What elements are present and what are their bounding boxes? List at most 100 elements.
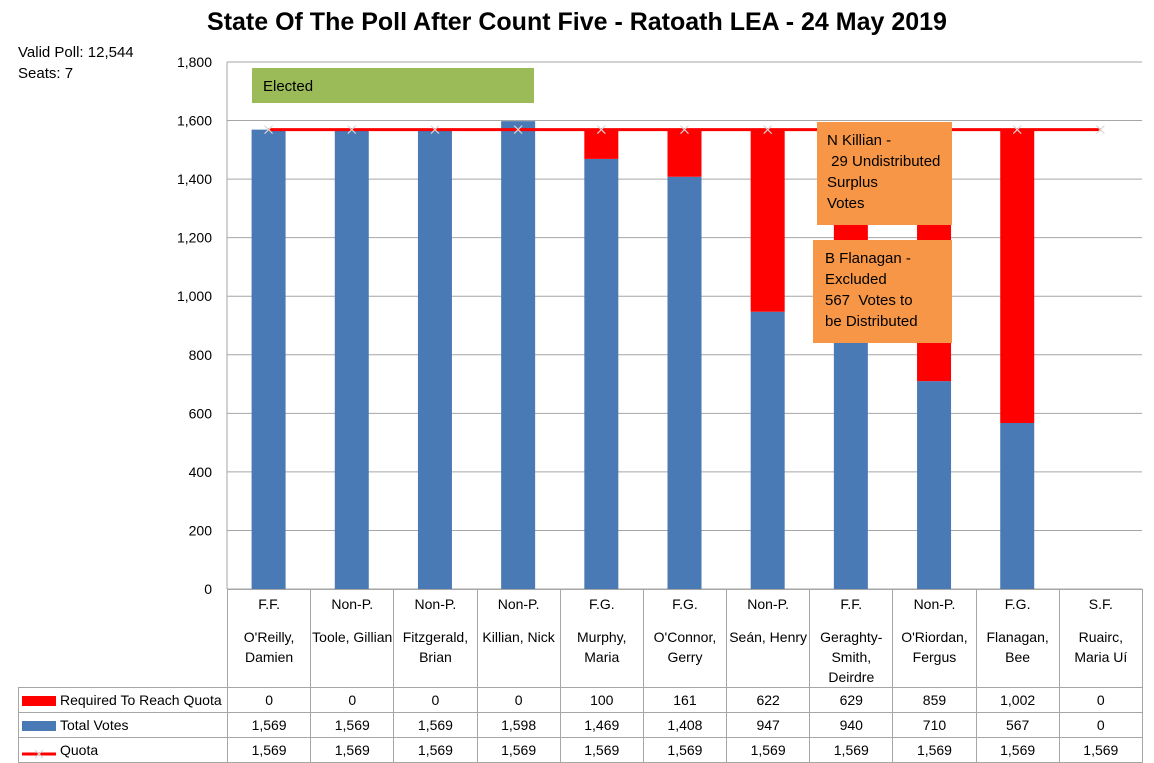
chart-title: State Of The Poll After Count Five - Rat… bbox=[207, 8, 947, 36]
value-cell: 859 bbox=[892, 687, 977, 713]
candidate-name: Ruairc, Maria Uí bbox=[1074, 629, 1128, 665]
total-votes-bar bbox=[251, 129, 286, 590]
value-cell: 710 bbox=[892, 712, 977, 738]
y-tick-label: 1,400 bbox=[177, 171, 212, 187]
total-votes-bar bbox=[1000, 422, 1035, 589]
value-cell: 1,598 bbox=[476, 712, 561, 738]
value-cell: 1,569 bbox=[476, 737, 561, 763]
legend-entry: Required To Reach Quota bbox=[18, 687, 228, 713]
party-label: Non-P. bbox=[331, 596, 374, 612]
series-row: Total Votes 1,569 1,569 1,569 1,598 1,469 1,40… bbox=[18, 712, 1143, 738]
legend-entry: Quota bbox=[18, 737, 228, 763]
y-tick-label: 400 bbox=[189, 464, 213, 480]
killian-line-2: 29 Undistributed bbox=[827, 153, 941, 170]
quota-marker bbox=[763, 125, 773, 135]
category-cell: F.G. O'Connor, Gerry bbox=[642, 589, 728, 688]
quota-marker bbox=[513, 125, 523, 135]
quota-marker bbox=[430, 125, 440, 135]
y-tick-label: 800 bbox=[189, 347, 213, 363]
quota-marker bbox=[680, 125, 689, 135]
value-cell: 0 bbox=[393, 687, 478, 713]
value-cell: 1,408 bbox=[642, 712, 728, 738]
y-tick-label: 200 bbox=[189, 522, 213, 538]
flanagan-line-2: Excluded bbox=[825, 271, 887, 288]
candidate-name: Flanagan, Bee bbox=[986, 629, 1049, 665]
flanagan-line-4: be Distributed bbox=[825, 313, 918, 330]
value-cell: 622 bbox=[726, 687, 811, 713]
candidate-name: Fitzgerald, Brian bbox=[402, 629, 469, 665]
y-tick-label: 1,200 bbox=[177, 230, 212, 246]
legend-key bbox=[22, 746, 56, 759]
flanagan-line-1: B Flanagan - bbox=[825, 250, 911, 267]
total-votes-bar bbox=[917, 381, 952, 589]
required-to-quota-bar bbox=[1000, 129, 1035, 423]
party-label: F.G. bbox=[588, 596, 615, 612]
y-tick-label: 1,600 bbox=[177, 113, 212, 129]
killian-line-3: Surplus bbox=[827, 174, 878, 191]
required-to-quota-bar bbox=[750, 129, 785, 312]
value-cell: 0 bbox=[226, 687, 312, 713]
valid-poll-label: Valid Poll: 12,544 bbox=[18, 44, 134, 61]
candidate-name: O'Riordan, Fergus bbox=[901, 629, 968, 665]
category-row: F.F. O'Reilly, Damien Non-P. Toole, Gillian… bbox=[18, 589, 1143, 688]
series-row: Required To Reach Quota 0 0 0 0 100 161 622 629 8… bbox=[18, 687, 1143, 713]
quota-marker bbox=[1012, 125, 1022, 135]
party-label: Non-P. bbox=[414, 596, 457, 612]
candidate-name: Killian, Nick bbox=[482, 629, 555, 645]
value-cell: 1,569 bbox=[892, 737, 977, 763]
table-corner bbox=[18, 589, 228, 688]
total-votes-bar bbox=[750, 311, 785, 589]
bars bbox=[251, 121, 1035, 590]
value-cell: 1,569 bbox=[310, 737, 395, 763]
total-votes-bar bbox=[417, 129, 452, 590]
party-label: Non-P. bbox=[497, 596, 540, 612]
value-cell: 629 bbox=[809, 687, 894, 713]
quota-marker bbox=[264, 125, 274, 135]
value-cell: 940 bbox=[809, 712, 894, 738]
value-cell: 1,569 bbox=[642, 737, 728, 763]
series-row: Quota 1,569 1,569 1,569 1,569 1,569 1,569 1,569… bbox=[18, 737, 1143, 763]
value-cell: 0 bbox=[476, 687, 561, 713]
category-cell: F.F. Geraghty-Smith, Deirdre bbox=[809, 589, 894, 688]
legend-label: Quota bbox=[60, 742, 99, 758]
legend-key bbox=[22, 721, 56, 732]
quota-marker bbox=[596, 125, 606, 135]
category-cell: Non-P. Fitzgerald, Brian bbox=[393, 589, 478, 688]
y-tick-label: 0 bbox=[204, 581, 212, 597]
value-cell: 1,569 bbox=[310, 712, 395, 738]
category-cell: S.F. Ruairc, Maria Uí bbox=[1058, 589, 1143, 688]
party-label: F.G. bbox=[1004, 596, 1031, 612]
required-to-quota-bar bbox=[667, 129, 702, 177]
party-label: Non-P. bbox=[747, 596, 789, 612]
candidate-name: Geraghty-Smith, Deirdre bbox=[820, 629, 883, 685]
value-cell: 0 bbox=[1058, 712, 1143, 738]
category-cell: Non-P. Toole, Gillian bbox=[310, 589, 395, 688]
flanagan-line-3: 567 Votes to bbox=[825, 292, 913, 309]
value-cell: 1,569 bbox=[975, 737, 1060, 763]
y-tick-label: 1,000 bbox=[177, 288, 212, 304]
value-cell: 1,569 bbox=[226, 712, 312, 738]
party-label: F.G. bbox=[672, 596, 698, 612]
value-cell: 1,569 bbox=[226, 737, 312, 763]
total-votes-bar bbox=[667, 176, 702, 589]
value-cell: 1,569 bbox=[393, 712, 478, 738]
party-label: F.F. bbox=[840, 596, 863, 612]
value-cell: 1,002 bbox=[975, 687, 1060, 713]
flanagan-excluded-annotation: B Flanagan - Excluded 567 Votes to be Di… bbox=[813, 240, 952, 343]
value-cell: 1,469 bbox=[559, 712, 644, 738]
y-axis-ticks: 0 200 400 600 800 1,000 1,200 1,400 1,600 1,800 bbox=[177, 54, 212, 597]
category-cell: Non-P. Seán, Henry bbox=[726, 589, 811, 688]
killian-surplus-annotation: N Killian - 29 Undistributed Surplus Vot… bbox=[817, 122, 952, 225]
legend-label: Required To Reach Quota bbox=[60, 692, 222, 708]
candidate-name: O'Connor, Gerry bbox=[653, 629, 717, 665]
total-votes-bar bbox=[334, 129, 369, 590]
category-cell: Non-P. O'Riordan, Fergus bbox=[892, 589, 977, 688]
legend-key bbox=[22, 696, 56, 707]
elected-annotation: Elected bbox=[252, 68, 534, 103]
seats-label: Seats: 7 bbox=[18, 65, 74, 82]
value-cell: 1,569 bbox=[1058, 737, 1143, 763]
quota-marker bbox=[347, 125, 357, 135]
value-cell: 1,569 bbox=[559, 737, 644, 763]
value-cell: 100 bbox=[559, 687, 644, 713]
required-to-quota-bar bbox=[584, 129, 619, 159]
